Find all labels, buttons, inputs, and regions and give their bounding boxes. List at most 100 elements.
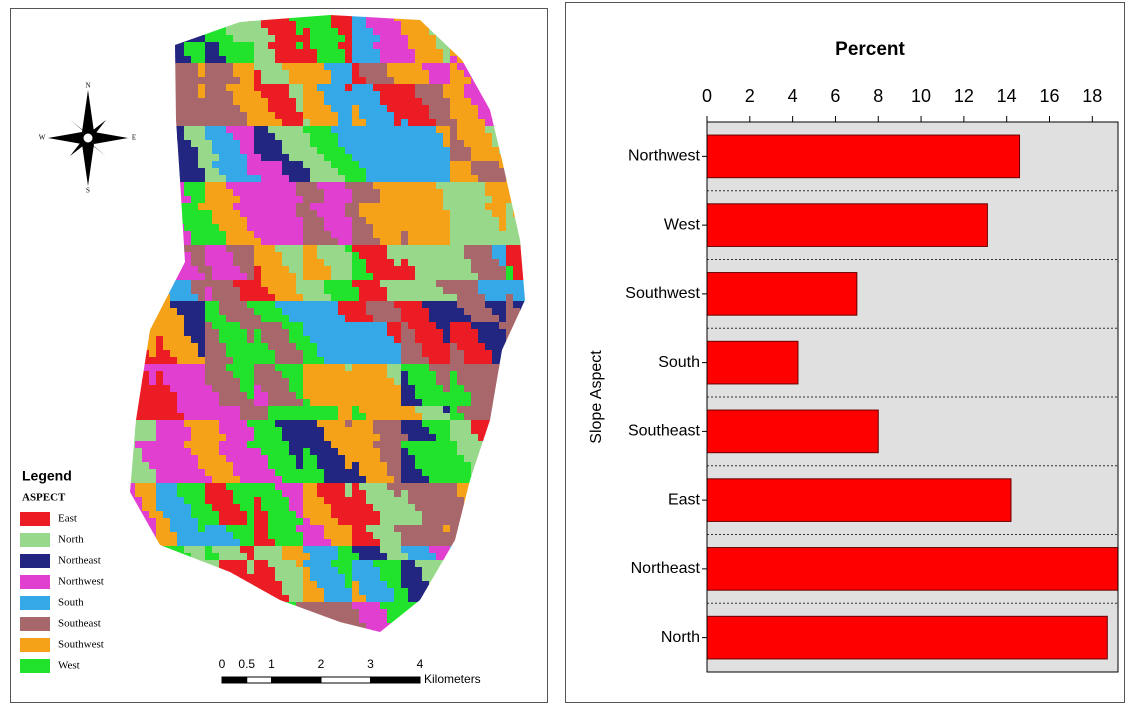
map-cell [184, 434, 192, 442]
map-cell [247, 476, 255, 484]
map-cell [506, 287, 514, 295]
map-cell [443, 168, 451, 176]
map-cell [317, 504, 325, 512]
map-cell [226, 329, 234, 337]
map-cell [450, 259, 458, 267]
map-cell [233, 70, 241, 78]
map-cell [429, 168, 437, 176]
map-cell [429, 350, 437, 358]
map-cell [331, 392, 339, 400]
map-cell [240, 560, 248, 568]
map-cell [233, 490, 241, 498]
map-cell [415, 546, 423, 554]
map-cell [380, 322, 388, 330]
map-cell [345, 399, 353, 407]
map-cell [380, 546, 388, 554]
map-cell [408, 266, 416, 274]
map-cell [422, 490, 430, 498]
map-cell [415, 266, 423, 274]
map-cell [254, 168, 262, 176]
map-cell [324, 441, 332, 449]
map-cell [331, 553, 339, 561]
map-cell [429, 245, 437, 253]
map-cell [485, 294, 493, 302]
map-cell [198, 329, 206, 337]
map-cell [240, 280, 248, 288]
map-cell [331, 539, 339, 547]
map-cell [394, 154, 402, 162]
map-cell [289, 168, 297, 176]
map-cell [345, 364, 353, 372]
map-cell [415, 441, 423, 449]
map-cell [338, 574, 346, 582]
map-cell [296, 49, 304, 57]
map-cell [317, 455, 325, 463]
map-cell [352, 399, 360, 407]
map-cell [310, 399, 318, 407]
map-cell [233, 525, 241, 533]
map-cell [296, 168, 304, 176]
map-cell [373, 119, 381, 127]
map-cell [506, 301, 514, 309]
map-cell [352, 567, 360, 575]
map-cell [219, 154, 227, 162]
map-cell [240, 378, 248, 386]
map-cell [359, 280, 367, 288]
map-cell [254, 161, 262, 169]
map-cell [240, 21, 248, 29]
map-cell [471, 350, 479, 358]
map-cell [352, 329, 360, 337]
map-cell [261, 322, 269, 330]
map-cell [338, 140, 346, 148]
map-cell [464, 462, 472, 470]
map-cell [331, 546, 339, 554]
map-cell [254, 301, 262, 309]
map-cell [254, 343, 262, 351]
map-cell [478, 308, 486, 316]
map-cell [226, 210, 234, 218]
map-cell [345, 203, 353, 211]
map-cell [268, 140, 276, 148]
map-cell [184, 357, 192, 365]
map-cell [184, 238, 192, 246]
map-cell [303, 224, 311, 232]
map-cell [366, 203, 374, 211]
map-cell [282, 525, 290, 533]
map-cell [247, 196, 255, 204]
map-cell [317, 273, 325, 281]
map-cell [219, 532, 227, 540]
map-cell [380, 245, 388, 253]
map-cell [142, 490, 150, 498]
map-cell [233, 126, 241, 134]
map-cell [415, 56, 423, 64]
map-cell [345, 574, 353, 582]
map-cell [261, 154, 269, 162]
map-cell [471, 105, 479, 113]
map-cell [289, 392, 297, 400]
map-cell [380, 364, 388, 372]
map-cell [464, 434, 472, 442]
map-cell [303, 245, 311, 253]
map-cell [443, 245, 451, 253]
map-cell [401, 245, 409, 253]
map-cell [352, 126, 360, 134]
map-cell [422, 455, 430, 463]
map-cell [163, 469, 171, 477]
map-cell [352, 70, 360, 78]
map-cell [380, 42, 388, 50]
map-cell [268, 21, 276, 29]
map-cell [394, 357, 402, 365]
map-cell [163, 518, 171, 526]
map-cell [324, 49, 332, 57]
map-cell [478, 252, 486, 260]
map-cell [268, 49, 276, 57]
map-cell [163, 427, 171, 435]
map-cell [198, 154, 206, 162]
map-cell [191, 63, 199, 71]
map-cell [324, 511, 332, 519]
map-cell [233, 168, 241, 176]
map-cell [275, 112, 283, 120]
map-cell [289, 546, 297, 554]
map-cell [296, 217, 304, 225]
map-cell [247, 301, 255, 309]
